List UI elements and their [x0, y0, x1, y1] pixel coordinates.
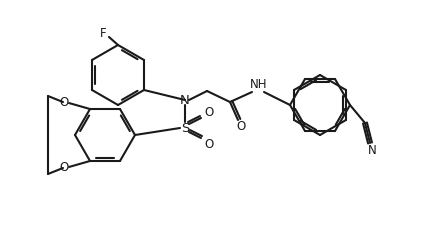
- Text: O: O: [204, 106, 213, 119]
- Text: O: O: [59, 162, 68, 174]
- Text: F: F: [99, 26, 106, 40]
- Text: N: N: [180, 94, 190, 107]
- Text: S: S: [181, 121, 189, 134]
- Text: O: O: [236, 120, 245, 132]
- Text: O: O: [59, 96, 68, 108]
- Text: N: N: [367, 144, 375, 157]
- Text: O: O: [204, 138, 213, 150]
- Text: NH: NH: [250, 78, 267, 91]
